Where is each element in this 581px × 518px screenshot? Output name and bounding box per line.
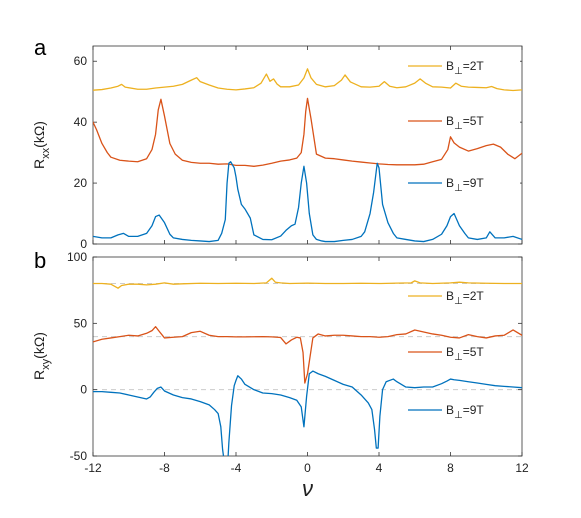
y-tick-label: 0 [80,237,87,251]
legend-entry-label: B⊥=2T [446,59,484,77]
y-axis-label: Rxy(kΩ) [31,332,52,380]
y-tick-label: 50 [74,316,88,330]
legend-label-main: B [446,114,454,128]
y-axis-label-main: R [31,370,47,380]
legend-label-main: B [446,59,454,73]
series-line-B5 [93,97,522,167]
panel-label: b [34,248,46,273]
x-tick-label: 4 [376,461,383,475]
series-line-B9 [93,370,522,456]
x-tick-label: -12 [84,461,102,475]
legend-entry-label: B⊥=5T [446,345,484,363]
legend-background [404,173,520,193]
legend-label-main: B [446,176,454,190]
legend-entry-label: B⊥=9T [446,403,484,421]
legend-background [404,400,520,420]
y-axis-label: Rxx(kΩ) [31,121,52,169]
x-tick-label: 8 [447,461,454,475]
series-line-B9 [93,161,522,243]
legend-label-sub: ⊥ [454,183,463,194]
x-axis-label: ν [302,476,313,501]
legend-entry-label: B⊥=2T [446,289,484,307]
y-tick-label: 40 [74,115,88,129]
x-tick-label: -8 [159,461,170,475]
legend-entry-label: B⊥=9T [446,176,484,194]
series-line-B2 [93,68,522,92]
x-tick-label: -4 [231,461,242,475]
x-tick-label: 12 [515,461,529,475]
y-axis-label-sub: xy [40,358,52,370]
legend-label-sub: ⊥ [454,66,463,77]
y-axis-label-main: R [31,159,47,169]
legend-label-sub: ⊥ [454,296,463,307]
y-tick-label: 100 [67,250,87,264]
legend-label-rest: =5T [463,114,485,128]
y-axis-label-unit: (kΩ) [31,121,47,148]
legend-label-rest: =9T [463,176,485,190]
legend-background [404,56,520,76]
y-axis-label-sub: xx [40,147,52,159]
legend-label-main: B [446,345,454,359]
y-axis-label-unit: (kΩ) [31,332,47,359]
y-tick-label: 20 [74,176,88,190]
legend-label-main: B [446,289,454,303]
legend-label-rest: =2T [463,59,485,73]
panel-label: a [34,35,47,60]
legend-label-rest: =5T [463,345,485,359]
x-tick-label: 0 [304,461,311,475]
legend-label-sub: ⊥ [454,121,463,132]
legend-background [404,342,520,362]
y-tick-label: 0 [80,383,87,397]
series-line-B5 [93,326,522,384]
legend-entry-label: B⊥=5T [446,114,484,132]
legend-background [404,286,520,306]
legend-label-sub: ⊥ [454,410,463,421]
legend-label-rest: =9T [463,403,485,417]
legend-label-sub: ⊥ [454,352,463,363]
legend-label-main: B [446,403,454,417]
panel-b-chart: -12 -8 -4 0 4 8 12-50050100bRxy(kΩ)νB⊥=2TB⊥=5T… [31,248,529,501]
legend-background [404,111,520,131]
series-line-B2 [93,277,522,289]
legend-label-rest: =2T [463,289,485,303]
y-tick-label: 60 [74,54,88,68]
y-tick-label: -50 [70,449,88,463]
